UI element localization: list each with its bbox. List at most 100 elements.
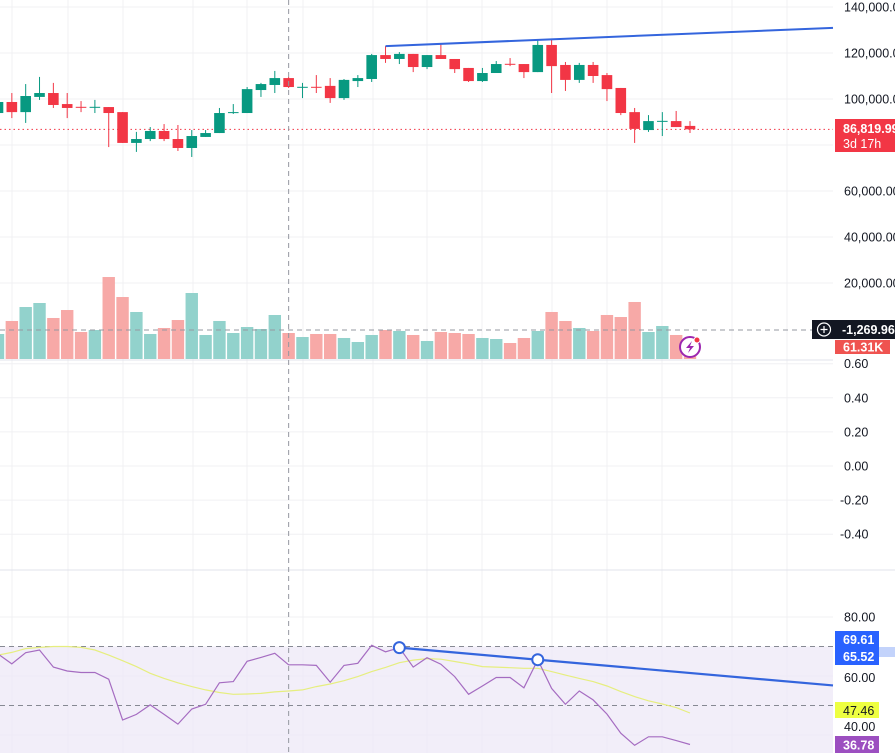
volume-bar — [337, 337, 351, 359]
indicator-tick: 0.00 — [844, 460, 868, 474]
volume-bar — [296, 337, 309, 359]
notification-dot — [693, 336, 701, 344]
price-trendline[interactable] — [385, 26, 834, 48]
volume-bar — [61, 310, 74, 359]
candle-body — [172, 139, 184, 148]
candle-body — [477, 73, 488, 82]
candle-body — [324, 85, 336, 99]
volume-bar — [642, 331, 655, 359]
volume-bar — [47, 317, 60, 359]
volume-bar — [213, 320, 226, 359]
candle-body — [144, 130, 156, 140]
candle-body — [560, 64, 571, 80]
volume-bar — [227, 333, 240, 359]
rsi-ma-value: 47.46 — [843, 704, 874, 718]
candle-body — [421, 55, 433, 68]
price-tick: 20,000.00 — [844, 277, 895, 291]
volume-bar — [379, 330, 392, 359]
last-price-tag: 86,819.99 3d 17h — [835, 119, 895, 152]
volume-bar — [102, 277, 115, 359]
volume-bar — [476, 337, 489, 359]
volume-bar — [614, 317, 627, 359]
candle-body — [643, 121, 654, 131]
crosshair-price-tag: -1,269.96 — [812, 320, 895, 339]
rsi-tick: 60.00 — [844, 671, 875, 685]
candle-body — [629, 112, 640, 129]
candle-body — [214, 113, 225, 134]
rsi-trendline[interactable] — [399, 646, 834, 687]
trendline-anchor-handle[interactable] — [392, 641, 406, 655]
lightning-icon — [686, 341, 694, 353]
candle-body — [490, 64, 502, 74]
volume-tag: 61.31K — [835, 340, 890, 355]
volume-bar — [573, 327, 586, 359]
candle-body — [75, 106, 87, 108]
volume-bar — [88, 330, 102, 359]
indicator-axis[interactable]: 0.60 0.40 0.20 0.00 -0.20 -0.40 — [840, 357, 869, 542]
price-tick: 120,000.00 — [844, 47, 895, 61]
volume-bar — [171, 320, 185, 359]
volume-bars — [0, 277, 697, 359]
candle-body — [297, 86, 308, 88]
volume-bar — [531, 330, 544, 359]
volume-tag-bg — [835, 340, 890, 354]
plus-icon-circle — [816, 322, 832, 337]
candle-body — [684, 125, 696, 130]
candle-body — [587, 64, 599, 76]
candle-body — [394, 53, 405, 59]
indicator-tick: -0.40 — [840, 528, 869, 542]
crosshair-tag-bg — [812, 320, 895, 339]
candle-body — [241, 89, 253, 114]
candle-body — [338, 79, 350, 99]
candle-body — [407, 53, 419, 68]
candle-body — [131, 139, 142, 143]
volume-bar — [545, 311, 558, 359]
candle-body — [200, 133, 211, 137]
price-tick: 40,000.00 — [844, 231, 895, 245]
rsi-trendline-tags: 69.61 65.52 — [835, 631, 879, 665]
rsi-axis[interactable]: 80.00 60.00 40.00 — [844, 611, 875, 735]
indicator-tick: 0.60 — [844, 357, 868, 371]
volume-bar — [586, 330, 600, 359]
rsi-tick: 40.00 — [844, 720, 875, 734]
volume-bar — [74, 331, 88, 359]
alert-lightning-button[interactable] — [679, 336, 701, 358]
volume-bar — [448, 333, 461, 359]
rsi-ma-line — [0, 645, 691, 714]
candle-body — [657, 120, 668, 122]
candle-body — [449, 58, 461, 70]
candle-body — [573, 64, 585, 80]
plus-icon — [820, 326, 828, 333]
candle-body — [601, 75, 613, 90]
candle-body — [518, 64, 530, 73]
rsi-ma-tag-bg — [835, 702, 879, 718]
volume-bar — [254, 329, 268, 359]
volume-bar — [600, 314, 614, 359]
rsi-value: 36.78 — [843, 739, 874, 753]
last-price-value: 86,819.99 — [843, 122, 895, 136]
volume-bar — [490, 339, 503, 359]
volume-bar — [0, 333, 5, 359]
volume-bar — [144, 333, 157, 359]
volume-bar — [19, 307, 32, 359]
volume-bar — [157, 327, 171, 359]
trendline-tag-bg — [835, 631, 879, 665]
volume-bar — [434, 331, 448, 359]
rsi-level-lines — [0, 646, 833, 706]
trendline-anchor-handle[interactable] — [531, 653, 545, 667]
candle-body — [103, 107, 115, 114]
candle-body — [117, 112, 128, 143]
volume-bar — [517, 337, 531, 359]
rsi-line — [0, 644, 691, 747]
volume-bar — [365, 334, 378, 359]
candle-body — [48, 93, 59, 105]
candle-body — [532, 44, 544, 73]
volume-bar — [116, 297, 129, 359]
volume-value: 61.31K — [843, 341, 883, 355]
candles — [0, 39, 696, 157]
candle-body — [6, 101, 18, 113]
add-plus-button[interactable] — [816, 322, 832, 337]
price-axis[interactable]: 140,000.00 120,000.00 100,000.00 60,000.… — [844, 1, 895, 291]
volume-bar — [462, 333, 475, 359]
